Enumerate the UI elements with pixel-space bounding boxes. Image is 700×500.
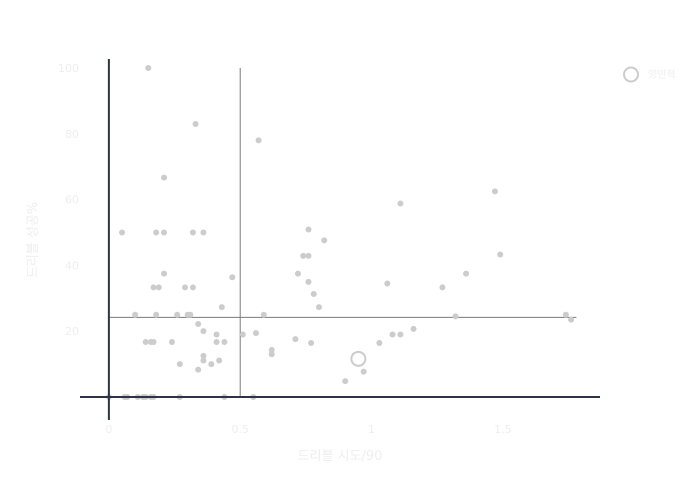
legend[interactable]: 양민혁 xyxy=(623,66,676,83)
data-point xyxy=(491,188,498,195)
data-point xyxy=(294,270,301,277)
x-tick-label: 0.5 xyxy=(231,423,249,436)
data-point xyxy=(153,311,160,318)
data-point xyxy=(132,311,139,318)
data-point xyxy=(410,325,417,332)
data-point xyxy=(192,120,199,127)
data-point xyxy=(200,357,207,364)
data-point xyxy=(213,339,220,346)
data-point xyxy=(189,284,196,291)
highlighted-point xyxy=(350,350,367,367)
data-point xyxy=(119,229,126,236)
data-point xyxy=(150,284,157,291)
data-point xyxy=(153,229,160,236)
data-point xyxy=(155,284,162,291)
data-point xyxy=(568,316,575,323)
data-point xyxy=(208,361,215,368)
data-point xyxy=(452,313,459,320)
y-tick-label: 20 xyxy=(65,325,79,338)
data-point xyxy=(268,346,275,353)
data-point xyxy=(268,351,275,358)
data-point xyxy=(161,229,168,236)
y-tick-label: 40 xyxy=(65,259,79,272)
data-point xyxy=(397,331,404,338)
data-point xyxy=(216,357,223,364)
data-point xyxy=(315,304,322,311)
x-tick-label: 1 xyxy=(368,423,375,436)
data-point xyxy=(200,352,207,359)
data-point xyxy=(195,320,202,327)
data-point xyxy=(305,226,312,233)
x-tick-labels: 0 0.5 1 1.5 xyxy=(105,423,511,436)
data-point xyxy=(260,311,267,318)
data-point xyxy=(305,252,312,259)
data-points xyxy=(105,65,575,400)
data-point xyxy=(384,280,391,287)
data-point xyxy=(342,378,349,385)
y-tick-label: 100 xyxy=(58,62,79,75)
data-point xyxy=(221,339,228,346)
data-point xyxy=(150,339,157,346)
data-point xyxy=(562,311,569,318)
data-point xyxy=(321,237,328,244)
data-point xyxy=(200,229,207,236)
data-point xyxy=(161,270,168,277)
data-point xyxy=(200,328,207,335)
data-point xyxy=(213,331,220,338)
data-point xyxy=(176,361,183,368)
axes xyxy=(80,59,600,420)
reference-lines xyxy=(108,68,577,397)
data-point xyxy=(145,65,152,72)
y-tick-label: 80 xyxy=(65,128,79,141)
data-point xyxy=(463,270,470,277)
data-point xyxy=(187,311,194,318)
data-point xyxy=(397,200,404,207)
data-point xyxy=(239,331,246,338)
data-point xyxy=(218,304,225,311)
data-point xyxy=(310,291,317,298)
highlighted-player xyxy=(350,350,367,367)
data-point xyxy=(189,229,196,236)
data-point xyxy=(497,251,504,258)
data-point xyxy=(252,330,259,337)
legend-marker xyxy=(623,66,639,83)
data-point xyxy=(376,340,383,347)
y-axis-title: 드리블 성공% xyxy=(26,202,41,278)
x-axis-title: 드리블 시도/90 xyxy=(298,449,383,464)
data-point xyxy=(305,278,312,285)
data-point xyxy=(142,339,149,346)
data-point xyxy=(300,252,307,259)
data-point xyxy=(182,284,189,291)
data-point xyxy=(292,336,299,343)
x-tick-label: 0 xyxy=(105,423,112,436)
data-point xyxy=(168,339,175,346)
data-point xyxy=(439,284,446,291)
data-point xyxy=(161,174,168,181)
y-tick-label: 60 xyxy=(65,194,79,207)
x-tick-label: 1.5 xyxy=(494,423,512,436)
data-point xyxy=(195,366,202,373)
data-point xyxy=(389,331,396,338)
data-point xyxy=(308,340,315,347)
data-point xyxy=(255,137,262,144)
data-point xyxy=(360,368,367,375)
data-point xyxy=(229,274,236,281)
legend-label: 양민혁 xyxy=(648,69,676,81)
y-tick-labels: 20 40 60 80 100 xyxy=(58,62,79,338)
data-point xyxy=(174,311,181,318)
